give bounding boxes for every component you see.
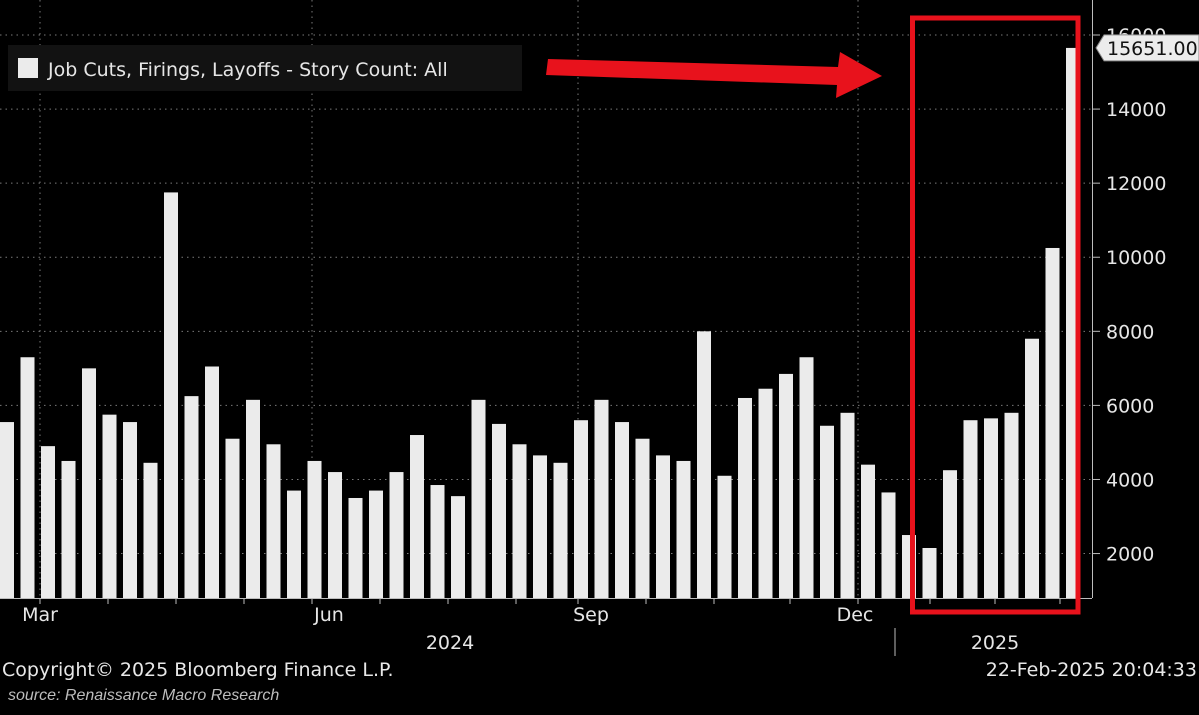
bar-18 [369,490,383,598]
bar-34 [697,331,711,598]
legend-label: Job Cuts, Firings, Layoffs - Story Count… [47,59,448,81]
x-year-label: 2024 [426,632,474,654]
bar-0 [0,422,14,598]
bar-8 [164,192,178,598]
bar-22 [451,496,465,598]
bar-36 [738,397,752,598]
legend-box [8,45,522,91]
y-tick-label: 12000 [1106,173,1166,195]
bar-19 [389,472,404,598]
x-month-label: Sep [573,604,609,626]
bar-11 [225,438,240,598]
bar-45 [922,547,937,598]
legend: Job Cuts, Firings, Layoffs - Story Count… [8,45,522,91]
bar-7 [143,462,158,598]
bar-26 [533,455,547,598]
bar-series [0,47,1080,599]
bar-37 [758,388,773,598]
bar-4 [82,368,96,598]
bar-2 [41,446,55,598]
bar-5 [102,414,117,598]
bar-48 [984,418,998,598]
y-tick-label: 8000 [1106,321,1154,343]
bar-41 [840,412,855,598]
bar-20 [410,435,424,598]
timestamp-text: 22-Feb-2025 20:04:33 [985,659,1197,681]
y-tick-label: 4000 [1106,469,1154,491]
bar-30 [615,422,629,598]
bar-24 [492,423,506,598]
axes: 200040006000800010000120001400016000MarJ… [0,0,1199,656]
bar-13 [266,444,281,598]
bar-42 [861,464,875,598]
bar-9 [184,396,199,598]
bar-50 [1025,338,1039,598]
bar-27 [553,462,568,598]
bar-15 [307,460,322,598]
bar-25 [512,444,527,598]
bar-40 [820,425,834,598]
bar-43 [881,492,896,598]
bar-39 [799,357,814,598]
bar-31 [635,438,650,598]
annotations [546,15,1081,615]
last-value-box [1095,34,1199,62]
red-arrow [546,52,882,98]
highlight-box [910,15,1081,615]
bar-17 [348,497,363,598]
bar-46 [943,470,957,598]
bar-51 [1045,247,1060,598]
bar-23 [471,399,486,598]
bar-10 [205,366,219,598]
bar-33 [676,460,691,598]
legend-swatch [18,58,38,78]
x-month-label: Dec [837,604,874,626]
bar-12 [246,399,260,598]
bar-32 [656,455,670,598]
source-text: source: Renaissance Macro Research [8,687,280,704]
last-value-label: 15651.00 [1107,38,1198,60]
x-year-label: 2025 [971,632,1019,654]
bar-14 [287,490,301,598]
bar-38 [779,373,793,598]
y-tick-label: 10000 [1106,247,1166,269]
y-tick-label: 14000 [1106,99,1166,121]
bar-29 [594,399,609,598]
x-month-label: Jun [313,604,344,626]
bar-16 [328,472,342,598]
bar-49 [1004,412,1019,598]
bar-1 [20,357,35,598]
copyright-text: Copyright© 2025 Bloomberg Finance L.P. [2,659,394,681]
y-tick-label: 2000 [1106,544,1154,566]
y-tick-label: 6000 [1106,395,1154,417]
bar-6 [123,422,137,598]
bar-35 [717,475,732,598]
x-month-label: Mar [22,604,58,626]
bar-47 [963,420,978,598]
bar-3 [61,460,76,598]
bar-28 [574,420,588,598]
bar-21 [430,485,445,598]
